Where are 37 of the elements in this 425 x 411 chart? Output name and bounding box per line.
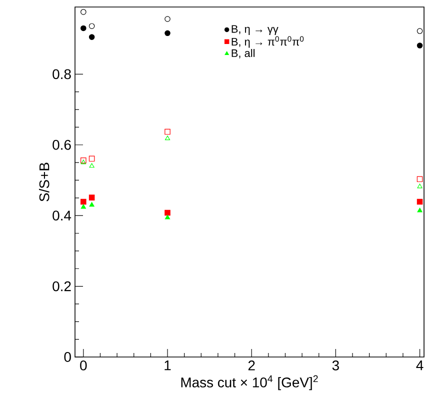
point [80,25,86,32]
legend-label: B, η → γγ [232,25,278,35]
point [416,42,423,48]
x-axis-title: Mass cut × 10$^{4}$ [GeV]$^{2}$ [181,375,318,390]
point [88,156,95,162]
x-tick-label: 4 [416,360,424,370]
point [417,184,422,188]
point [416,28,423,34]
point [164,214,170,220]
y-tick-label: 0.4 [52,210,72,221]
x-tick-label: 1 [164,360,171,370]
point [88,23,95,29]
point [164,136,170,140]
point [164,128,170,135]
point [88,194,95,200]
point [89,163,94,168]
point [164,30,170,36]
point [80,9,86,15]
legend-label: B, η → π$^{0}$π$^{0}$π$^{0}$ [232,36,304,48]
y-tick-label: 0.2 [52,281,71,292]
point [417,208,422,212]
x-tick-label: 3 [332,360,339,370]
y-axis-title: S/S+B [39,162,50,202]
y-tick-label: 0.8 [52,69,71,80]
x-tick-label: 2 [248,360,255,370]
point [89,202,94,207]
point [164,16,170,22]
x-tick-label: 0 [80,360,87,370]
point [80,198,86,205]
point [80,204,86,209]
point [164,210,170,216]
point [416,176,423,182]
point [88,34,95,40]
y-tick-label: 0.6 [52,140,71,150]
y-tick-label: 0 [64,352,71,362]
point [416,198,423,205]
legend-label: B, all [232,49,255,58]
